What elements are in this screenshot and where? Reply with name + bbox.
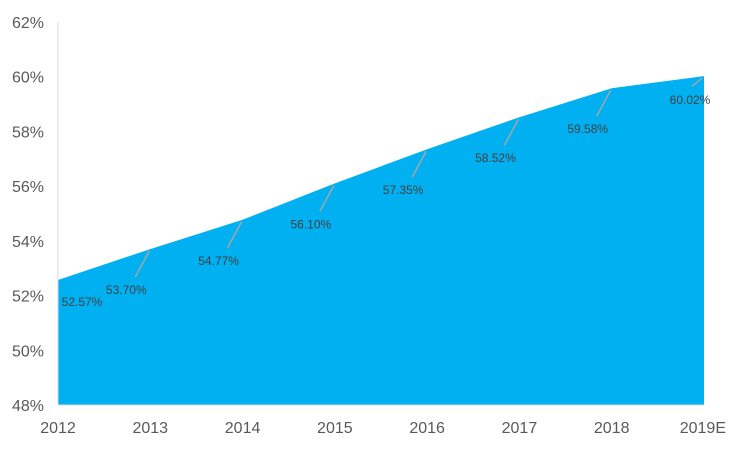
x-tick-label: 2014 xyxy=(225,420,261,437)
area-series xyxy=(58,76,704,405)
data-labels: 52.57%53.70% 54.77% 56.10% 57.35% 58.52% 59.5… xyxy=(62,93,711,309)
leader-line xyxy=(134,250,150,278)
y-tick-label: 60% xyxy=(12,70,44,87)
data-label: 59.58% xyxy=(567,122,608,136)
x-tick-label: 2019E xyxy=(680,420,726,437)
leader-line xyxy=(411,150,427,178)
x-tick-label: 2018 xyxy=(594,420,630,437)
axes xyxy=(57,22,704,406)
data-label: 54.77% xyxy=(198,254,239,268)
leader-lines xyxy=(134,77,703,278)
leader-line xyxy=(226,221,243,249)
data-label: 57.35% xyxy=(383,183,424,197)
x-tick-label: 2015 xyxy=(317,420,353,437)
data-label: 56.10% xyxy=(291,217,332,231)
data-label: 52.57% xyxy=(62,295,103,309)
data-label: 53.70% xyxy=(106,283,147,297)
y-tick-label: 62% xyxy=(12,15,44,32)
leader-line xyxy=(503,118,520,146)
leader-line xyxy=(319,185,335,212)
y-tick-label: 50% xyxy=(12,343,44,360)
x-tick-label: 2017 xyxy=(502,420,538,437)
leader-line xyxy=(596,89,612,117)
leader-line xyxy=(691,77,703,87)
y-tick-label: 56% xyxy=(12,179,44,196)
x-axis-tick-labels: 2012 2013 2014 2015 2016 2017 2018 2019E xyxy=(40,420,726,437)
data-label: 58.52% xyxy=(475,151,516,165)
y-axis-tick-labels: 48% 50% 52% 54% 56% 58% 60% 62% xyxy=(12,15,44,415)
y-tick-label: 54% xyxy=(12,234,44,251)
y-tick-label: 58% xyxy=(12,124,44,141)
x-tick-label: 2012 xyxy=(40,420,76,437)
y-tick-label: 48% xyxy=(12,398,44,415)
area-fill xyxy=(58,76,704,405)
data-label: 60.02% xyxy=(670,93,711,107)
x-tick-label: 2013 xyxy=(132,420,168,437)
x-tick-label: 2016 xyxy=(409,420,445,437)
y-tick-label: 52% xyxy=(12,289,44,306)
